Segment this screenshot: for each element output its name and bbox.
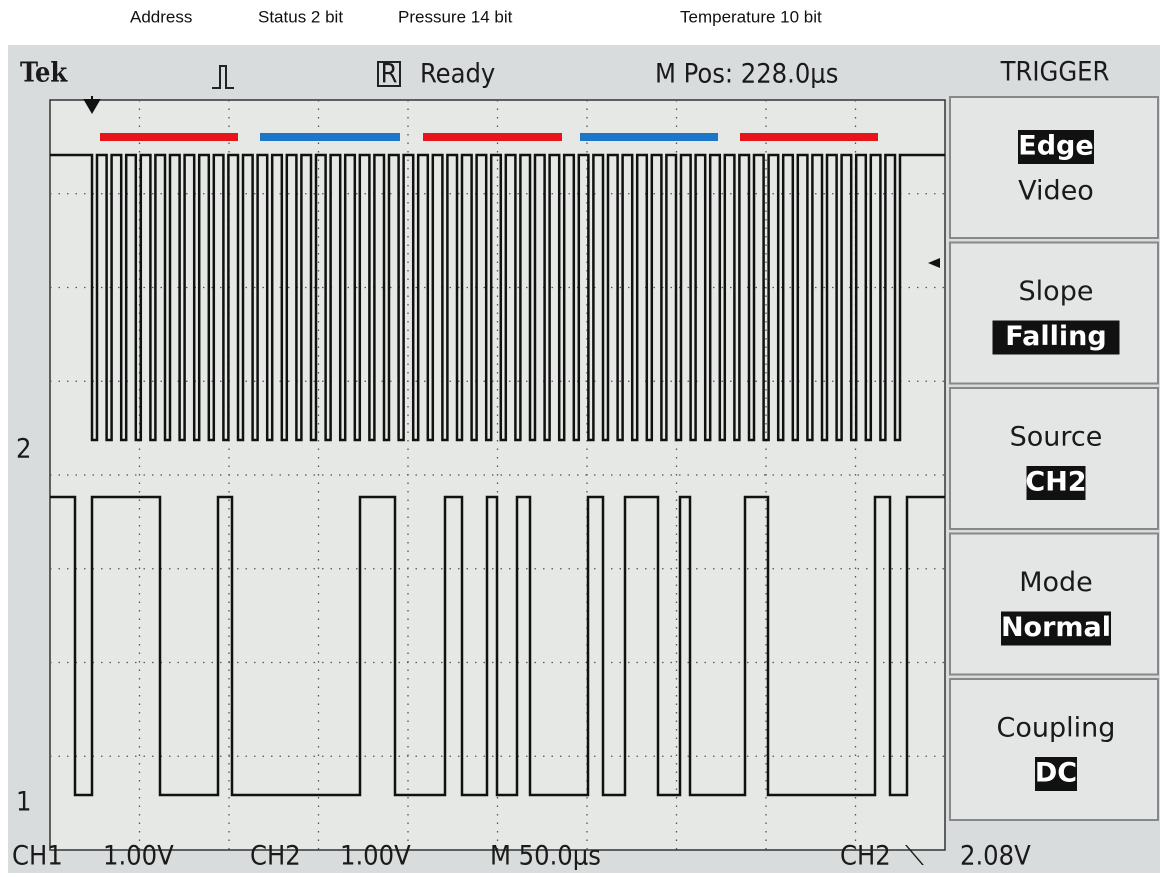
menu-text: Coupling [997, 713, 1116, 744]
timebase: M 50.0µs [490, 841, 601, 872]
menu-button[interactable] [950, 243, 1158, 384]
menu-button[interactable] [950, 97, 1158, 238]
ch2-scale: 1.00V [340, 841, 411, 872]
menu-text: DC [1035, 758, 1077, 789]
ch2-label: CH2 [250, 841, 301, 872]
menu-text: Mode [1019, 567, 1093, 598]
bar-address [100, 133, 238, 141]
scope-photo: Address Status 2 bit Pressure 14 bit Tem… [0, 0, 1160, 873]
bar-temperature [740, 133, 878, 141]
annotation: Address [130, 7, 192, 26]
bar-pressure [423, 133, 562, 141]
menu-button[interactable] [950, 388, 1158, 529]
brand: Tek [20, 58, 68, 89]
annotation: Temperature 10 bit [680, 7, 822, 26]
bar-pressure [580, 133, 718, 141]
ch1-label: CH1 [12, 841, 63, 872]
annotation: Pressure 14 bit [398, 7, 513, 26]
ch-marker: 2 [16, 434, 31, 465]
bar-status [260, 133, 400, 141]
menu-text: Source [1010, 422, 1103, 453]
side-menu: Edge Video Slope Falling Source CH2 Mode Normal… [950, 97, 1158, 820]
menu-text: Slope [1019, 276, 1094, 307]
trigger-level-value: 2.08V [960, 841, 1031, 872]
menu-text: CH2 [1025, 467, 1086, 498]
annotation: Status 2 bit [258, 7, 343, 26]
trigger-slope: ⟍ [905, 841, 924, 872]
menu-text: Video [1018, 176, 1094, 207]
ch1-scale: 1.00V [103, 841, 174, 872]
menu-text: Normal [1001, 612, 1111, 643]
trigger-source: CH2 [840, 841, 891, 872]
menu-text: Edge [1018, 131, 1093, 162]
ch-marker: 1 [16, 787, 31, 818]
menu-button[interactable] [950, 679, 1158, 820]
status-icon: R [381, 59, 398, 90]
status: Ready [420, 59, 495, 90]
position: M Pos: 228.0µs [655, 59, 838, 90]
menu-text: Falling [1005, 321, 1106, 352]
menu-button[interactable] [950, 534, 1158, 675]
menu-title: TRIGGER [1000, 57, 1110, 88]
page: Address Status 2 bit Pressure 14 bit Tem… [0, 0, 1160, 873]
